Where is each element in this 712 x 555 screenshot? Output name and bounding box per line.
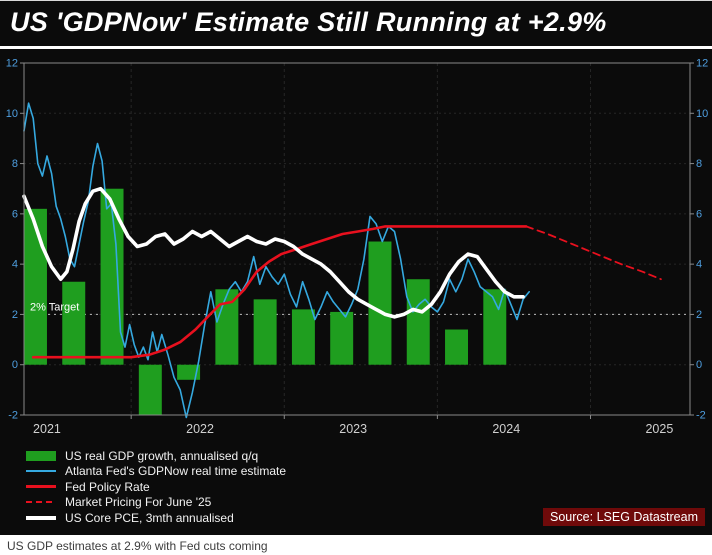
market-pricing-line [525, 225, 662, 281]
gdp-bar [445, 329, 468, 365]
legend-swatch-gdpnow [26, 470, 56, 473]
chart-plot: -2 -2 0 0 2 2 4 4 6 6 8 8 10 10 12 12 2021 2022 2023 2024 20… [6, 58, 709, 437]
legend-swatch-market-pricing [26, 501, 56, 504]
legend-item-fed-rate: Fed Policy Rate [26, 479, 712, 495]
legend-item-core-pce: US Core PCE, 3mth annualised [26, 510, 712, 526]
gdp-bar [291, 309, 315, 365]
caption: US GDP estimates at 2.9% with Fed cuts c… [0, 535, 712, 553]
gdp-bar [138, 364, 162, 415]
legend-label: Fed Policy Rate [65, 479, 150, 494]
y-axis-label-left: 2 [12, 309, 18, 321]
legend-swatch-fed-rate [26, 485, 56, 489]
plot-frame [23, 62, 691, 416]
gdp-bar [483, 289, 507, 365]
y-axis-label-left: 10 [6, 108, 18, 120]
y-axis-label-left: 12 [6, 58, 18, 70]
gdp-bar [253, 299, 277, 365]
y-axis-label-left: 0 [12, 359, 18, 371]
y-axis-label-right: 6 [696, 208, 702, 220]
gdp-bar [177, 364, 201, 380]
y-axis-label-left: -2 [8, 410, 18, 422]
gdp-bar [62, 281, 86, 365]
source-label: Source: LSEG Datastream [543, 508, 705, 526]
gdp-bar [24, 208, 47, 365]
core-pce-line [22, 186, 525, 319]
y-axis-label-left: 8 [12, 158, 18, 170]
legend-item-gdp-bars: US real GDP growth, annualised q/q [26, 448, 712, 464]
y-axis-label-right: 2 [696, 309, 702, 321]
fed-policy-line [31, 225, 528, 359]
gdp-bar [100, 188, 124, 365]
x-axis-label: 2022 [186, 422, 214, 436]
y-axis-label-left: 6 [12, 208, 18, 220]
y-axis-label-right: 4 [696, 259, 702, 271]
chart-title: US 'GDPNow' Estimate Still Running at +2… [0, 1, 712, 49]
legend-label: US real GDP growth, annualised q/q [65, 448, 259, 463]
gdp-bar [368, 241, 392, 365]
legend-label: Market Pricing For June '25 [65, 495, 212, 510]
legend-item-market-pricing: Market Pricing For June '25 [26, 495, 712, 511]
legend: US real GDP growth, annualised q/q Atlan… [26, 448, 712, 526]
y-axis-label-right: 0 [696, 359, 702, 371]
y-axis-label-right: -2 [696, 410, 706, 422]
x-axis-label: 2025 [645, 422, 673, 436]
legend-label: Atlanta Fed's GDPNow real time estimate [65, 464, 287, 479]
target-annotation: 2% Target [30, 301, 79, 313]
gdpnow-line [23, 102, 531, 419]
x-axis-label: 2023 [339, 422, 367, 436]
y-axis-label-right: 10 [696, 108, 708, 120]
x-axis-label: 2021 [33, 422, 61, 436]
legend-swatch-gdp-bars [26, 450, 56, 461]
y-axis-label-right: 12 [696, 58, 708, 70]
y-axis-label-left: 4 [12, 259, 18, 271]
y-axis-label-right: 8 [696, 158, 702, 170]
legend-swatch-core-pce [26, 515, 56, 520]
legend-item-gdpnow: Atlanta Fed's GDPNow real time estimate [26, 464, 712, 480]
gdp-bar [330, 311, 354, 365]
chart-panel: US 'GDPNow' Estimate Still Running at +2… [0, 0, 712, 535]
x-axis-label: 2024 [492, 422, 520, 436]
legend-label: US Core PCE, 3mth annualised [65, 510, 234, 525]
gdp-bar [406, 279, 430, 365]
